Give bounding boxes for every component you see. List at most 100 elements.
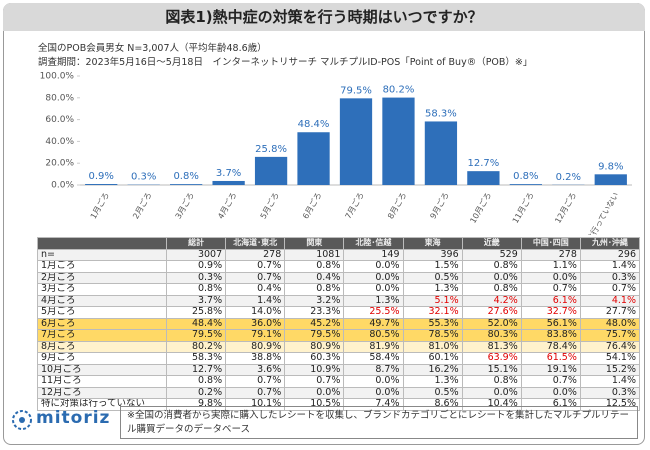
table-cell: 61.5% (520, 352, 581, 365)
table-row: n= 3007 278 1081 149 396 529 278 296 (37, 248, 641, 261)
table-cell: 80.5% (343, 329, 404, 342)
table-cell: 0.0% (520, 271, 581, 284)
row-label: 7月ごろ (37, 329, 167, 342)
table-cell: 1.4% (579, 375, 641, 388)
table-cell: 60.1% (402, 352, 463, 365)
table-cell: 0.5% (402, 271, 463, 284)
bar (382, 97, 415, 185)
table-row: 9月ごろ 58.3% 38.8% 60.3% 58.4% 60.1% 63.9% 61.5% 5… (37, 352, 641, 365)
bar (594, 174, 627, 185)
table-cell: 0.7% (579, 283, 641, 296)
table-cell: 296 (579, 248, 641, 261)
table-cell: 75.7% (579, 329, 641, 342)
table-cell: 0.0% (343, 271, 404, 284)
value-label: 58.3% (425, 108, 457, 119)
row-label: n= (37, 248, 167, 261)
bar (212, 180, 245, 185)
row-label: 2月ごろ (37, 271, 167, 284)
table-cell: 0.8% (165, 283, 227, 296)
header-cell: 関東 (284, 237, 345, 250)
header-cell: 九州･沖縄 (579, 237, 641, 250)
table-cell: 0.7% (225, 375, 286, 388)
table-cell: 1.3% (402, 375, 463, 388)
table-cell: 0.3% (579, 386, 641, 399)
header-cell: 北海道･東北 (225, 237, 286, 250)
bar (297, 132, 330, 185)
header-cell: 東海 (402, 237, 463, 250)
table-cell: 0.4% (225, 283, 286, 296)
row-label: 6月ごろ (37, 317, 167, 330)
y-tick-label: 20.0% (45, 159, 74, 169)
table-cell: 3.7% (165, 294, 227, 307)
value-label: 25.8% (255, 144, 287, 155)
table-cell: 1.1% (520, 260, 581, 273)
bar (424, 121, 458, 185)
table-cell: 79.5% (284, 329, 345, 342)
header-cell: 近畿 (461, 237, 522, 250)
table-cell: 0.9% (165, 260, 227, 273)
table-row: 12月ごろ 0.2% 0.7% 0.0% 0.0% 0.5% 0.0% 0.0% 0.3% (37, 386, 641, 399)
table-cell: 3007 (165, 248, 227, 261)
table-cell: 54.1% (579, 352, 641, 365)
y-tick-label: 80.0% (45, 93, 74, 103)
bar (467, 171, 500, 185)
table-cell: 80.9% (225, 340, 286, 353)
row-label: 5月ごろ (37, 306, 167, 319)
note: ※全国の消費者から実際に購入したレシートを収集し、ブランドカテゴリごとにレシート… (120, 406, 638, 439)
table-cell: 52.0% (461, 317, 522, 330)
table-row: 2月ごろ 0.3% 0.7% 0.4% 0.0% 0.5% 0.0% 0.0% 0.3% (37, 271, 641, 284)
table-cell: 36.0% (225, 317, 286, 330)
header-row: 総計 北海道･東北 関東 北陸･信越 東海 近畿 中国･四国 九州･沖縄 (37, 237, 641, 250)
table-row: 1月ごろ 0.9% 0.7% 0.8% 0.0% 1.5% 0.8% 1.1% 1.4% (37, 260, 641, 273)
table-cell: 49.7% (343, 317, 404, 330)
table-cell: 0.7% (225, 386, 286, 399)
table-cell: 58.3% (165, 352, 227, 365)
table-cell: 0.7% (225, 271, 286, 284)
table-cell: 25.8% (165, 306, 227, 319)
table-cell: 76.4% (579, 340, 641, 353)
table-cell: 0.5% (402, 386, 463, 399)
row-label: 9月ごろ (37, 352, 167, 365)
table-cell: 1.5% (402, 260, 463, 273)
table-cell: 80.3% (461, 329, 522, 342)
table-cell: 0.0% (343, 283, 404, 296)
table-cell: 25.5% (343, 306, 404, 319)
table-cell: 6.1% (520, 294, 581, 307)
x-tick-label: 10月ごろ (468, 190, 494, 225)
x-tick-label: 11月ごろ (510, 190, 536, 225)
header-cell: 総計 (165, 237, 227, 250)
table-cell: 15.1% (461, 363, 522, 376)
value-label: 48.4% (298, 119, 330, 130)
table-cell: 0.0% (343, 260, 404, 273)
x-tick-label: 9月ごろ (428, 190, 451, 220)
value-label: 12.7% (467, 158, 499, 169)
table-cell: 278 (225, 248, 286, 261)
table-cell: 0.0% (461, 271, 522, 284)
row-label: 特に対策は行っていない (37, 398, 167, 411)
table-row: 4月ごろ 3.7% 1.4% 3.2% 1.3% 5.1% 4.2% 6.1% 4.1% (37, 294, 641, 307)
row-label: 10月ごろ (37, 363, 167, 376)
table-cell: 27.6% (461, 306, 522, 319)
value-label: 0.2% (556, 172, 581, 183)
table-cell: 396 (402, 248, 463, 261)
table-row: 3月ごろ 0.8% 0.4% 0.8% 0.0% 1.3% 0.8% 0.7% 0.7% (37, 283, 641, 296)
table-cell: 48.0% (579, 317, 641, 330)
table-row: 特に対策は行っていない 9.8% 10.1% 10.5% 7.4% 8.6% 10.4% 6.… (37, 398, 641, 411)
table-cell: 12.5% (579, 398, 641, 411)
table-cell: 8.7% (343, 363, 404, 376)
y-tick-label: 100.0% (40, 72, 75, 82)
row-label: 8月ごろ (37, 340, 167, 353)
table-cell: 0.8% (461, 375, 522, 388)
table-cell: 80.9% (284, 340, 345, 353)
table-cell: 1.3% (343, 294, 404, 307)
table-cell: 4.2% (461, 294, 522, 307)
table-cell: 27.7% (579, 306, 641, 319)
table-cell: 16.2% (402, 363, 463, 376)
table-cell: 81.0% (402, 340, 463, 353)
table-cell: 32.7% (520, 306, 581, 319)
row-label: 3月ごろ (37, 283, 167, 296)
table-cell: 0.8% (461, 283, 522, 296)
table-cell: 12.7% (165, 363, 227, 376)
value-label: 79.5% (340, 85, 372, 96)
